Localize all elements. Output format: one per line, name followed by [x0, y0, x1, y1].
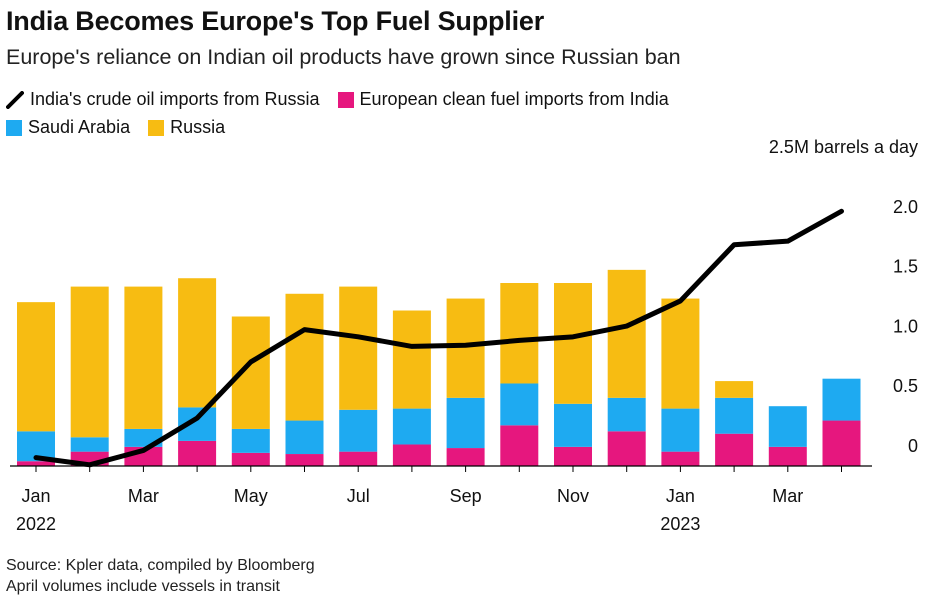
transit-note: April volumes include vessels in transit — [6, 578, 280, 595]
bar-segment-blue — [392, 408, 431, 445]
legend-item-european-fuel: European clean fuel imports from India — [337, 89, 669, 110]
x-tick-label: Nov — [557, 486, 589, 506]
legend-line-icon — [6, 90, 24, 109]
bar-segment-blue — [768, 406, 807, 447]
bar-segment-pink — [715, 433, 754, 466]
x-tick-year: 2022 — [16, 514, 56, 534]
bar-segment-yellow — [607, 269, 646, 398]
y-tick-label: 0.5 — [893, 376, 918, 396]
bar-segment-yellow — [17, 302, 55, 432]
y-tick-label: 2.5M barrels a day — [769, 137, 918, 157]
bar-segment-pink — [607, 431, 646, 466]
line-india-crude-imports — [33, 208, 844, 468]
bar-segment-blue — [339, 409, 378, 452]
bar-segment-yellow — [500, 283, 539, 384]
legend-label-russia: Russia — [170, 117, 226, 137]
y-tick-label: 0 — [908, 436, 918, 456]
legend-swatch-pink — [337, 91, 354, 108]
x-tick-label: May — [234, 486, 268, 506]
bar-segment-blue — [822, 378, 861, 421]
x-tick-label: Jan — [666, 486, 695, 506]
source-note: Source: Kpler data, compiled by Bloomber… — [6, 557, 315, 574]
bar-segment-yellow — [178, 278, 217, 408]
bar-segment-blue — [715, 397, 754, 434]
legend-item-russia: Russia — [148, 117, 225, 138]
legend-swatch-yellow — [148, 119, 165, 136]
bar-segment-pink — [661, 451, 700, 466]
bar-segment-pink — [446, 448, 485, 466]
bar-segment-blue — [500, 383, 539, 426]
legend-swatch-blue — [6, 119, 22, 136]
bar-segment-yellow — [392, 310, 431, 409]
bar-segment-blue — [231, 428, 270, 453]
bar-segment-blue — [285, 420, 324, 455]
bar-segment-pink — [178, 440, 217, 466]
x-tick-year: 2023 — [660, 514, 700, 534]
bar-segment-blue — [554, 403, 592, 447]
bar-segment-yellow — [70, 286, 109, 438]
chart-footer: Source: Kpler data, compiled by Bloomber… — [6, 555, 315, 597]
legend-item-saudi: Saudi Arabia — [6, 117, 130, 138]
bar-segment-pink — [285, 454, 324, 466]
legend-label-saudi: Saudi Arabia — [28, 117, 131, 137]
legend-row-1: India's crude oil imports from Russia Eu… — [6, 89, 669, 110]
bar-segment-pink — [339, 451, 378, 466]
y-tick-label: 1.5 — [893, 257, 918, 277]
bar-segment-pink — [17, 461, 55, 466]
bar-segment-pink — [231, 452, 270, 466]
bar-segment-blue — [607, 397, 646, 432]
bar-segment-yellow — [124, 286, 163, 429]
x-tick-label: Sep — [450, 486, 482, 506]
x-tick-label: Jan — [21, 486, 50, 506]
bar-segment-pink — [822, 420, 861, 466]
y-tick-label: 1.0 — [893, 316, 918, 336]
legend-label-india-crude: India's crude oil imports from Russia — [30, 89, 320, 109]
bar-segment-yellow — [285, 293, 324, 421]
legend-row-2: Saudi Arabia Russia — [6, 117, 225, 138]
bar-segment-pink — [500, 425, 539, 466]
bar-segment-yellow — [715, 381, 754, 398]
bar-segment-yellow — [661, 298, 700, 409]
bar-segment-blue — [446, 397, 485, 449]
chart-title: India Becomes Europe's Top Fuel Supplier — [6, 6, 545, 36]
x-tick-label: Mar — [128, 486, 159, 506]
legend-label-european-fuel: European clean fuel imports from India — [359, 89, 669, 109]
bar-segment-yellow — [554, 283, 592, 404]
bar-segment-blue — [70, 437, 109, 452]
bar-segment-pink — [768, 446, 807, 466]
bar-segment-pink — [392, 444, 431, 466]
legend-item-india-crude: India's crude oil imports from Russia — [6, 89, 320, 110]
bar-segment-blue — [661, 408, 700, 452]
chart-subtitle: Europe's reliance on Indian oil products… — [6, 45, 681, 69]
bar-segment-yellow — [339, 286, 378, 410]
bar-segment-yellow — [446, 298, 485, 398]
x-tick-label: Jul — [347, 486, 370, 506]
y-tick-label: 2.0 — [893, 197, 918, 217]
x-tick-label: Mar — [772, 486, 803, 506]
bar-segment-pink — [554, 446, 592, 466]
